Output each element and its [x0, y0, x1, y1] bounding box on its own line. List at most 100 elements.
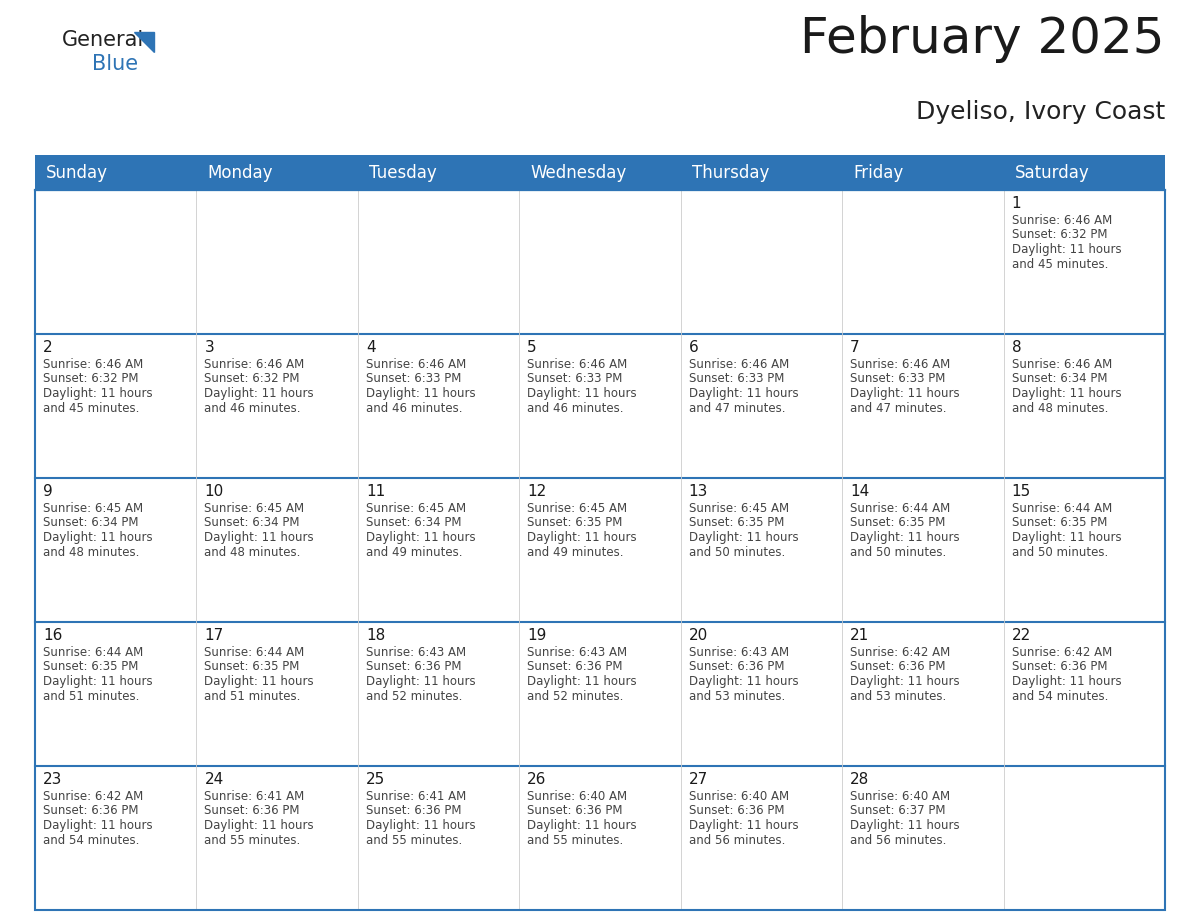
Text: Sunset: 6:36 PM: Sunset: 6:36 PM [689, 660, 784, 674]
Text: 13: 13 [689, 484, 708, 499]
Text: and 49 minutes.: and 49 minutes. [366, 545, 462, 558]
Text: Daylight: 11 hours: Daylight: 11 hours [851, 387, 960, 400]
Text: 6: 6 [689, 340, 699, 355]
Text: Tuesday: Tuesday [369, 163, 437, 182]
Text: Sunset: 6:36 PM: Sunset: 6:36 PM [527, 804, 623, 818]
Text: Sunset: 6:36 PM: Sunset: 6:36 PM [1011, 660, 1107, 674]
Text: and 48 minutes.: and 48 minutes. [43, 545, 139, 558]
Text: 20: 20 [689, 628, 708, 643]
Text: Daylight: 11 hours: Daylight: 11 hours [527, 531, 637, 544]
Text: and 50 minutes.: and 50 minutes. [689, 545, 785, 558]
Text: 18: 18 [366, 628, 385, 643]
Text: Sunrise: 6:46 AM: Sunrise: 6:46 AM [204, 358, 304, 371]
Text: Sunset: 6:35 PM: Sunset: 6:35 PM [689, 517, 784, 530]
Text: Sunrise: 6:41 AM: Sunrise: 6:41 AM [204, 790, 304, 803]
Text: Blue: Blue [91, 54, 138, 74]
Text: Daylight: 11 hours: Daylight: 11 hours [527, 675, 637, 688]
Text: Daylight: 11 hours: Daylight: 11 hours [527, 819, 637, 832]
Text: Sunrise: 6:46 AM: Sunrise: 6:46 AM [1011, 358, 1112, 371]
Text: and 46 minutes.: and 46 minutes. [527, 401, 624, 415]
Text: Daylight: 11 hours: Daylight: 11 hours [527, 387, 637, 400]
Text: Sunset: 6:34 PM: Sunset: 6:34 PM [366, 517, 461, 530]
Text: Sunrise: 6:42 AM: Sunrise: 6:42 AM [43, 790, 144, 803]
Text: Wednesday: Wednesday [531, 163, 627, 182]
Text: Daylight: 11 hours: Daylight: 11 hours [689, 675, 798, 688]
Text: 19: 19 [527, 628, 546, 643]
Text: and 56 minutes.: and 56 minutes. [689, 834, 785, 846]
Text: Daylight: 11 hours: Daylight: 11 hours [1011, 387, 1121, 400]
Text: Sunset: 6:36 PM: Sunset: 6:36 PM [689, 804, 784, 818]
Text: and 54 minutes.: and 54 minutes. [43, 834, 139, 846]
Text: 9: 9 [43, 484, 52, 499]
Text: 23: 23 [43, 772, 63, 787]
Text: Daylight: 11 hours: Daylight: 11 hours [43, 531, 152, 544]
Text: Sunset: 6:36 PM: Sunset: 6:36 PM [43, 804, 139, 818]
Text: Daylight: 11 hours: Daylight: 11 hours [366, 819, 475, 832]
Text: Sunset: 6:36 PM: Sunset: 6:36 PM [851, 660, 946, 674]
Text: Sunrise: 6:44 AM: Sunrise: 6:44 AM [851, 502, 950, 515]
Text: Sunset: 6:35 PM: Sunset: 6:35 PM [1011, 517, 1107, 530]
Text: Sunrise: 6:44 AM: Sunrise: 6:44 AM [204, 646, 304, 659]
Text: 24: 24 [204, 772, 223, 787]
Text: Sunset: 6:34 PM: Sunset: 6:34 PM [43, 517, 139, 530]
Text: Sunset: 6:37 PM: Sunset: 6:37 PM [851, 804, 946, 818]
Text: Sunset: 6:35 PM: Sunset: 6:35 PM [204, 660, 299, 674]
Text: and 52 minutes.: and 52 minutes. [527, 689, 624, 702]
Text: Sunset: 6:32 PM: Sunset: 6:32 PM [204, 373, 299, 386]
Text: and 45 minutes.: and 45 minutes. [43, 401, 139, 415]
Text: Sunrise: 6:44 AM: Sunrise: 6:44 AM [1011, 502, 1112, 515]
Text: Sunrise: 6:43 AM: Sunrise: 6:43 AM [527, 646, 627, 659]
Text: Sunset: 6:34 PM: Sunset: 6:34 PM [1011, 373, 1107, 386]
Text: 22: 22 [1011, 628, 1031, 643]
Text: Dyeliso, Ivory Coast: Dyeliso, Ivory Coast [916, 100, 1165, 124]
Text: and 51 minutes.: and 51 minutes. [43, 689, 139, 702]
Text: Sunrise: 6:46 AM: Sunrise: 6:46 AM [366, 358, 466, 371]
Text: 11: 11 [366, 484, 385, 499]
Polygon shape [134, 32, 154, 52]
Text: Daylight: 11 hours: Daylight: 11 hours [204, 531, 314, 544]
Text: Sunrise: 6:43 AM: Sunrise: 6:43 AM [366, 646, 466, 659]
Text: and 47 minutes.: and 47 minutes. [689, 401, 785, 415]
Text: Sunrise: 6:46 AM: Sunrise: 6:46 AM [527, 358, 627, 371]
Text: Thursday: Thursday [693, 163, 770, 182]
Text: and 55 minutes.: and 55 minutes. [204, 834, 301, 846]
Text: Daylight: 11 hours: Daylight: 11 hours [1011, 243, 1121, 256]
Text: Sunrise: 6:45 AM: Sunrise: 6:45 AM [527, 502, 627, 515]
Text: 21: 21 [851, 628, 870, 643]
Text: Daylight: 11 hours: Daylight: 11 hours [43, 387, 152, 400]
Text: 10: 10 [204, 484, 223, 499]
Text: Sunset: 6:36 PM: Sunset: 6:36 PM [366, 660, 461, 674]
Text: Sunrise: 6:40 AM: Sunrise: 6:40 AM [689, 790, 789, 803]
Text: Daylight: 11 hours: Daylight: 11 hours [43, 675, 152, 688]
Text: and 48 minutes.: and 48 minutes. [204, 545, 301, 558]
Text: Sunrise: 6:43 AM: Sunrise: 6:43 AM [689, 646, 789, 659]
Text: Sunset: 6:33 PM: Sunset: 6:33 PM [689, 373, 784, 386]
Text: Sunset: 6:32 PM: Sunset: 6:32 PM [43, 373, 139, 386]
Text: 4: 4 [366, 340, 375, 355]
Text: and 54 minutes.: and 54 minutes. [1011, 689, 1108, 702]
Text: Daylight: 11 hours: Daylight: 11 hours [366, 387, 475, 400]
Text: 1: 1 [1011, 196, 1022, 211]
Text: Sunset: 6:35 PM: Sunset: 6:35 PM [851, 517, 946, 530]
Text: Daylight: 11 hours: Daylight: 11 hours [851, 819, 960, 832]
Text: Daylight: 11 hours: Daylight: 11 hours [1011, 531, 1121, 544]
Text: Sunset: 6:35 PM: Sunset: 6:35 PM [43, 660, 138, 674]
Text: Daylight: 11 hours: Daylight: 11 hours [43, 819, 152, 832]
Text: February 2025: February 2025 [801, 15, 1165, 63]
Text: Sunrise: 6:46 AM: Sunrise: 6:46 AM [1011, 214, 1112, 227]
Text: Daylight: 11 hours: Daylight: 11 hours [366, 675, 475, 688]
Text: 8: 8 [1011, 340, 1022, 355]
Text: Daylight: 11 hours: Daylight: 11 hours [1011, 675, 1121, 688]
Text: and 47 minutes.: and 47 minutes. [851, 401, 947, 415]
Text: Daylight: 11 hours: Daylight: 11 hours [204, 387, 314, 400]
Text: Sunrise: 6:45 AM: Sunrise: 6:45 AM [366, 502, 466, 515]
Text: and 46 minutes.: and 46 minutes. [366, 401, 462, 415]
Text: Sunrise: 6:46 AM: Sunrise: 6:46 AM [689, 358, 789, 371]
Text: 3: 3 [204, 340, 214, 355]
Text: Sunrise: 6:42 AM: Sunrise: 6:42 AM [1011, 646, 1112, 659]
Text: Sunrise: 6:46 AM: Sunrise: 6:46 AM [851, 358, 950, 371]
Bar [34, 190, 1165, 910]
Text: Sunset: 6:35 PM: Sunset: 6:35 PM [527, 517, 623, 530]
Text: Saturday: Saturday [1015, 163, 1089, 182]
Text: 27: 27 [689, 772, 708, 787]
